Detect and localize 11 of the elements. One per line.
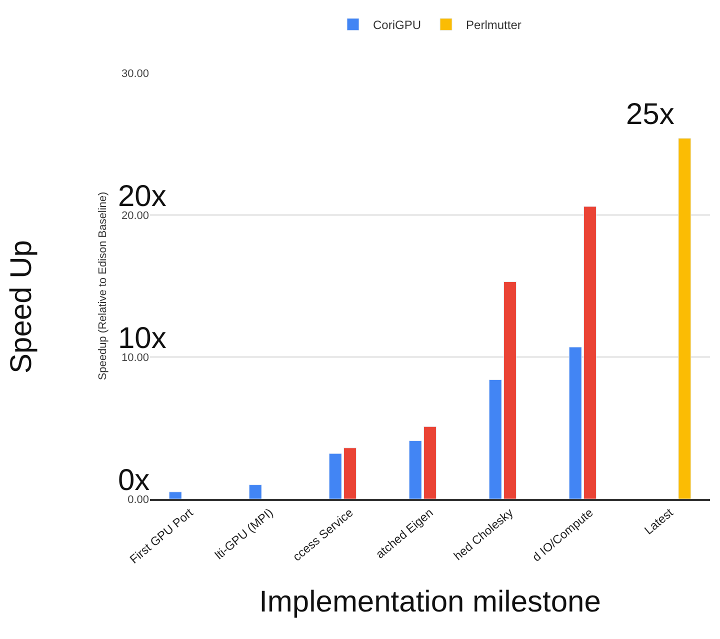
bar	[168, 492, 182, 499]
y-axis-title: Speedup (Relative to Edison Baseline)	[97, 192, 110, 380]
x-axis-title: Implementation milestone	[259, 585, 601, 618]
legend-label: Perlmutter	[466, 18, 522, 32]
text: Speed Up	[4, 240, 38, 374]
bar	[248, 484, 262, 499]
y-tick-label: 10.00	[121, 352, 149, 364]
bar	[678, 138, 692, 499]
y-tick-label: 30.00	[121, 68, 149, 80]
legend-label: CoriGPU	[373, 18, 422, 32]
annotation: 25x	[626, 98, 674, 131]
